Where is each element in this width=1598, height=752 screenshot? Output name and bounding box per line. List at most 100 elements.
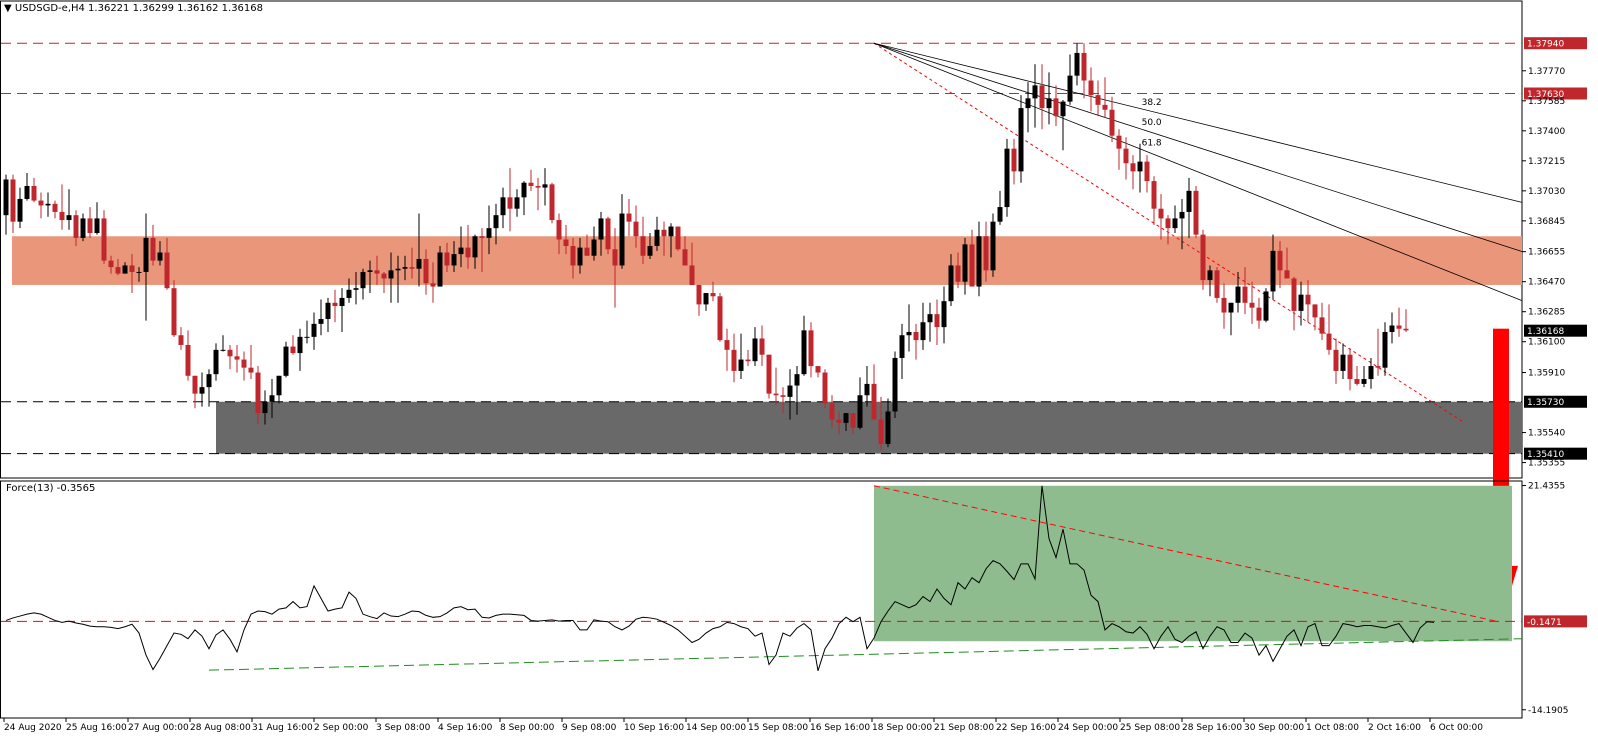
candle-body[interactable] — [311, 323, 317, 337]
candle-body[interactable] — [1354, 379, 1360, 384]
candle-body[interactable] — [1074, 52, 1080, 76]
candle-body[interactable] — [1011, 148, 1017, 172]
candle-body[interactable] — [899, 335, 905, 358]
candle-body[interactable] — [633, 221, 639, 237]
candle-body[interactable] — [1326, 333, 1332, 350]
candle-body[interactable] — [360, 271, 366, 289]
candle-body[interactable] — [108, 260, 114, 268]
candle-body[interactable] — [185, 344, 191, 376]
candle-body[interactable] — [1144, 161, 1150, 182]
candle-body[interactable] — [1312, 304, 1318, 318]
candle-body[interactable] — [934, 314, 940, 328]
candle-body[interactable] — [87, 218, 93, 234]
candle-body[interactable] — [710, 293, 716, 297]
candle-body[interactable] — [1263, 291, 1269, 321]
candle-body[interactable] — [843, 413, 849, 423]
force-indicator-panel[interactable]: -0.1471 21.4355 -14.1905 — [0, 480, 1588, 719]
candle-body[interactable] — [59, 211, 65, 221]
candle-body[interactable] — [570, 246, 576, 266]
candle-body[interactable] — [1109, 109, 1115, 136]
candle-body[interactable] — [1025, 98, 1031, 109]
candle-body[interactable] — [913, 331, 919, 341]
candle-body[interactable] — [626, 213, 632, 222]
candle-body[interactable] — [1165, 218, 1171, 229]
candle-body[interactable] — [122, 265, 128, 274]
candle-body[interactable] — [920, 322, 926, 341]
candle-body[interactable] — [1207, 270, 1213, 281]
candle-body[interactable] — [507, 197, 513, 209]
candle-body[interactable] — [787, 385, 793, 397]
candle-body[interactable] — [598, 218, 604, 240]
collapse-triangle-icon[interactable]: ▼ — [4, 3, 12, 14]
candle-body[interactable] — [1284, 270, 1290, 279]
candle-body[interactable] — [472, 236, 478, 258]
candle-body[interactable] — [206, 374, 212, 388]
candle-body[interactable] — [171, 288, 177, 336]
candle-body[interactable] — [3, 179, 9, 216]
candle-body[interactable] — [241, 359, 247, 368]
candle-body[interactable] — [703, 293, 709, 305]
candle-body[interactable] — [227, 349, 233, 357]
candle-body[interactable] — [129, 265, 135, 272]
candle-body[interactable] — [1235, 286, 1241, 303]
candle-body[interactable] — [262, 401, 268, 414]
candle-body[interactable] — [969, 244, 975, 287]
candle-body[interactable] — [892, 357, 898, 412]
candle-body[interactable] — [17, 198, 23, 222]
candle-body[interactable] — [822, 372, 828, 404]
candle-body[interactable] — [437, 252, 443, 287]
candle-body[interactable] — [717, 296, 723, 341]
candle-body[interactable] — [1403, 328, 1409, 331]
candle-body[interactable] — [1270, 250, 1276, 292]
candle-body[interactable] — [479, 236, 485, 238]
candle-body[interactable] — [752, 338, 758, 362]
candle-body[interactable] — [1067, 75, 1073, 102]
candle-body[interactable] — [549, 184, 555, 221]
candle-body[interactable] — [871, 383, 877, 420]
candle-body[interactable] — [346, 289, 352, 298]
candle-body[interactable] — [381, 273, 387, 279]
candle-body[interactable] — [745, 359, 751, 362]
candle-body[interactable] — [927, 314, 933, 323]
candle-body[interactable] — [199, 387, 205, 394]
candle-body[interactable] — [465, 247, 471, 258]
candle-body[interactable] — [444, 252, 450, 266]
candle-body[interactable] — [339, 297, 345, 307]
candle-body[interactable] — [990, 221, 996, 271]
candle-body[interactable] — [500, 197, 506, 216]
candle-body[interactable] — [773, 393, 779, 396]
candle-body[interactable] — [325, 302, 331, 320]
candle-body[interactable] — [654, 229, 660, 246]
candle-body[interactable] — [1375, 366, 1381, 368]
candle-body[interactable] — [1039, 85, 1045, 109]
candle-body[interactable] — [605, 218, 611, 250]
candle-body[interactable] — [1158, 208, 1164, 219]
candle-body[interactable] — [766, 354, 772, 394]
candle-body[interactable] — [486, 228, 492, 238]
candle-body[interactable] — [1102, 104, 1108, 110]
candle-body[interactable] — [1200, 234, 1206, 281]
candle-body[interactable] — [1340, 354, 1346, 371]
candle-body[interactable] — [1137, 161, 1143, 172]
candle-body[interactable] — [885, 411, 891, 444]
candle-body[interactable] — [283, 346, 289, 376]
candle-body[interactable] — [1172, 218, 1178, 229]
candle-body[interactable] — [1193, 190, 1199, 235]
candle-body[interactable] — [1018, 108, 1024, 172]
candle-body[interactable] — [829, 403, 835, 420]
candle-body[interactable] — [31, 185, 37, 201]
candle-body[interactable] — [864, 383, 870, 396]
candle-body[interactable] — [1228, 302, 1234, 313]
candle-body[interactable] — [367, 270, 373, 272]
candle-body[interactable] — [668, 226, 674, 237]
candle-body[interactable] — [80, 218, 86, 238]
candle-body[interactable] — [1004, 148, 1010, 208]
candle-body[interactable] — [535, 185, 541, 188]
candle-body[interactable] — [409, 267, 415, 269]
candle-body[interactable] — [248, 367, 254, 373]
candle-body[interactable] — [178, 335, 184, 345]
candle-body[interactable] — [458, 247, 464, 255]
candle-body[interactable] — [157, 252, 163, 261]
candle-body[interactable] — [374, 270, 380, 274]
candle-body[interactable] — [1389, 325, 1395, 332]
